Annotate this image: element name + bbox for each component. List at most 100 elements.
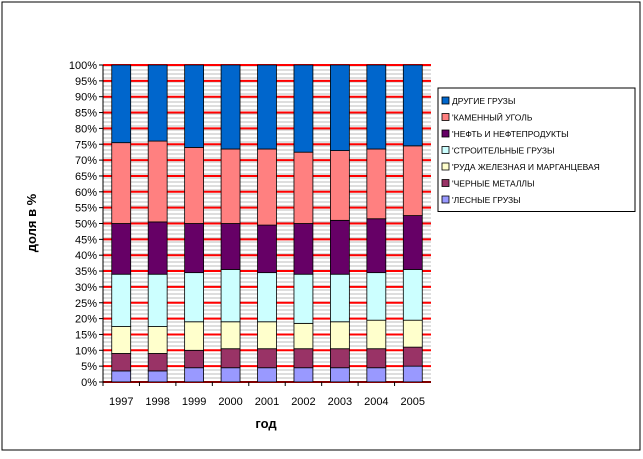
y-tick-label: 90% (75, 92, 97, 104)
y-tick-label: 70% (75, 155, 97, 167)
y-tick-label: 10% (75, 345, 97, 357)
bar-segment (147, 273, 168, 327)
bar-segment (147, 221, 168, 275)
y-tick-label: 95% (75, 76, 97, 88)
bar-segment (220, 348, 241, 369)
y-tick-label: 50% (75, 219, 97, 231)
bar-segment (330, 64, 350, 151)
y-tick-label: 100% (69, 60, 97, 72)
legend-swatch (441, 162, 450, 171)
y-tick-label: 55% (75, 203, 97, 215)
bar-segment (184, 321, 204, 351)
legend-entry-label: 'СТРОИТЕЛЬНЫЕ ГРУЗЫ (452, 146, 555, 156)
y-tick-label: 5% (81, 361, 97, 373)
legend-entry-label: 'РУДА ЖЕЛЕЗНАЯ И МАРГАНЦЕВАЯ (452, 162, 600, 172)
bar-segment (402, 215, 423, 270)
x-tick-label: 1998 (145, 396, 169, 408)
legend-entry-label: 'ЛЕСНЫЕ ГРУЗЫ (452, 195, 521, 205)
bar-segment (402, 319, 423, 348)
bar-segment (184, 223, 204, 274)
x-tick-label: 2004 (364, 396, 388, 408)
bar-segment (220, 148, 241, 224)
bar-segment (293, 367, 314, 383)
bar-segment (184, 64, 204, 148)
bar-segment (184, 349, 204, 369)
legend-swatch (441, 129, 450, 138)
legend-swatch (441, 195, 450, 204)
legend-entry-label: 'КАМЕННЫЙ УГОЛЬ (452, 112, 533, 123)
y-tick-label: 85% (75, 108, 97, 120)
bar-segment (366, 218, 387, 274)
axes: 0% 5% 10% 15% 20% 25% 30% 35% 40% 45% 50% 55% 60% 65%… (69, 60, 431, 408)
bar-segment (220, 269, 241, 323)
bar-segment (220, 321, 241, 350)
bar-segment (330, 219, 350, 275)
bar-segment (257, 148, 277, 226)
bar-segment (257, 321, 277, 350)
bar-segment (330, 273, 350, 323)
bar-segment (330, 150, 350, 221)
bar-segment (330, 348, 350, 369)
bar-segment (330, 367, 350, 383)
x-tick-label: 2005 (401, 396, 425, 408)
bar-segment (330, 321, 350, 350)
bar-segment (293, 151, 314, 224)
legend-entry-label: 'ЧЕРНЫЕ МЕТАЛЛЫ (452, 179, 535, 189)
bar-segment (147, 370, 168, 383)
y-tick-label: 40% (75, 250, 97, 262)
bar-segment (257, 367, 277, 383)
y-tick-label: 75% (75, 139, 97, 151)
bar-segment (111, 142, 132, 224)
bar-segment (257, 64, 277, 150)
bar-segment (147, 64, 168, 142)
bar-segment (366, 367, 387, 383)
y-tick-label: 15% (75, 329, 97, 341)
x-tick-label: 2001 (255, 396, 279, 408)
bar-segment (402, 64, 423, 147)
bar-segment (184, 147, 204, 224)
bar-segment (293, 223, 314, 275)
y-tick-label: 45% (75, 234, 97, 246)
y-tick-label: 65% (75, 171, 97, 183)
y-tick-label: 60% (75, 187, 97, 199)
bar-segment (111, 223, 132, 275)
bar-segment (257, 272, 277, 323)
bar-segment (402, 346, 423, 367)
y-tick-label: 0% (81, 377, 97, 389)
legend: ДРУГИЕ ГРУЗЫ 'КАМЕННЫЙ УГОЛЬ 'НЕФТЬ И НЕФТ… (437, 87, 636, 212)
bar-segment (366, 148, 387, 220)
bar-segment (111, 353, 132, 372)
bar-segment (402, 145, 423, 216)
bar-segment (293, 348, 314, 369)
bar-segment (366, 64, 387, 150)
x-tick-label: 2002 (291, 396, 315, 408)
y-tick-label: 25% (75, 298, 97, 310)
bar-segment (111, 326, 132, 354)
bar-segment (366, 272, 387, 321)
x-tick-label: 1999 (182, 396, 206, 408)
legend-entry-label: ДРУГИЕ ГРУЗЫ (452, 96, 515, 106)
legend-swatch (441, 96, 450, 105)
legend-box (437, 87, 636, 212)
bar-segment (147, 140, 168, 223)
y-tick-label: 80% (75, 123, 97, 135)
bar-segment (366, 348, 387, 369)
bar-segment (293, 64, 314, 153)
bar-segment (366, 319, 387, 350)
bar-segment (220, 64, 241, 150)
y-tick-label: 35% (75, 266, 97, 278)
bar-segment (147, 326, 168, 354)
y-axis-label: доля в % (24, 193, 39, 252)
y-tick-label: 20% (75, 314, 97, 326)
bar-segment (293, 273, 314, 324)
x-axis-label: год (255, 416, 277, 431)
bar-segment (402, 365, 423, 383)
bar-segment (257, 348, 277, 369)
bar-segment (111, 370, 132, 383)
x-tick-label: 2003 (328, 396, 352, 408)
bar-segment (111, 64, 132, 144)
bar-segment (402, 269, 423, 321)
legend-swatch (441, 146, 450, 154)
